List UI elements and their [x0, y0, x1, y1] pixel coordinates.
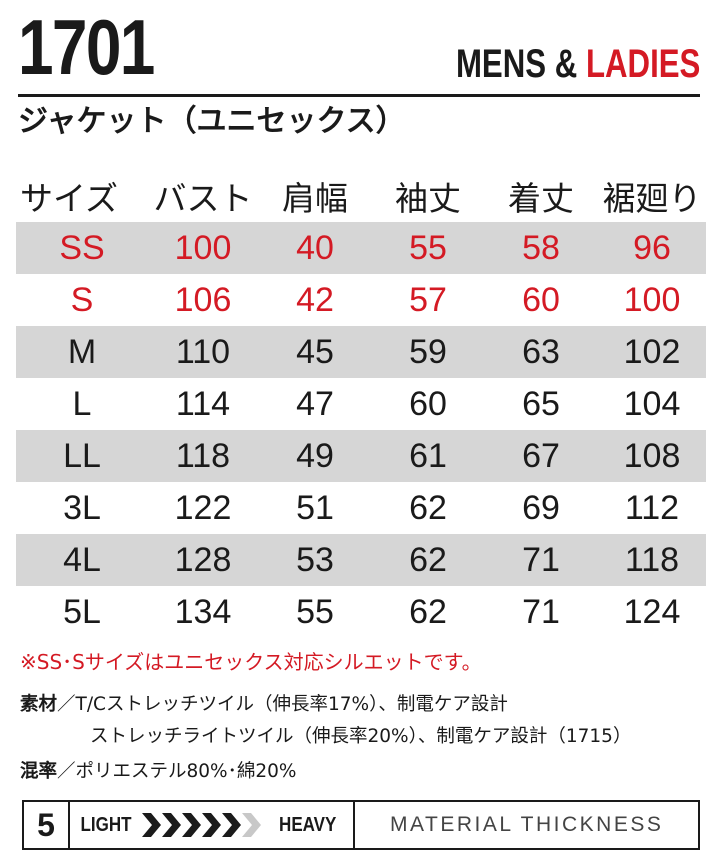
size-cell: SS [59, 228, 105, 267]
chevron-icon [202, 813, 221, 837]
measurement-cell: 106 [174, 280, 232, 319]
gender-label: MENS & LADIES [456, 44, 700, 84]
material-thickness-caption: MATERIAL THICKNESS [390, 813, 664, 836]
measurement-cell: 62 [409, 540, 447, 579]
table-row: S 106 42 57 60 100 [16, 274, 706, 326]
measurement-cell: 62 [409, 488, 447, 527]
measurement-cell: 61 [409, 436, 447, 475]
table-row: 4L 128 53 62 71 118 [16, 534, 706, 586]
gauge-divider [353, 802, 356, 848]
size-cell: 4L [63, 540, 101, 579]
measurement-cell: 45 [296, 332, 334, 371]
size-cell: 5L [63, 592, 101, 631]
chevron-icon [162, 813, 181, 837]
material-label: 素材 [20, 694, 58, 715]
gender-ladies: LADIES [585, 42, 700, 86]
measurement-cell: 53 [296, 540, 334, 579]
thickness-gauge: 5 LIGHT HEAVY MATERIAL THICKNESS [22, 800, 700, 850]
measurement-cell: 69 [522, 488, 560, 527]
table-row: 3L 122 51 62 69 112 [16, 482, 706, 534]
silhouette-note: ※SS･Sサイズはユニセックス対応シルエットです。 [20, 650, 482, 674]
column-header: 肩幅 [282, 179, 348, 218]
measurement-cell: 71 [522, 540, 560, 579]
measurement-cell: 59 [409, 332, 447, 371]
table-row: M 110 45 59 63 102 [16, 326, 706, 378]
column-header: 着丈 [508, 179, 574, 218]
measurement-cell: 100 [174, 228, 232, 267]
chevron-icon [142, 813, 161, 837]
thickness-chevrons [142, 813, 261, 837]
measurement-cell: 102 [623, 332, 681, 371]
size-cell: LL [63, 436, 101, 475]
measurement-cell: 65 [522, 384, 560, 423]
measurement-cell: 124 [623, 592, 681, 631]
measurement-cell: 51 [296, 488, 334, 527]
measurement-cell: 100 [623, 280, 681, 319]
measurement-cell: 110 [175, 332, 231, 371]
size-cell: L [72, 384, 92, 423]
measurement-cell: 96 [633, 228, 671, 267]
material-line-1: ／T/Cストレッチツイル（伸長率17%）、制電ケア設計 [57, 694, 508, 715]
blend-spec: 混率／ポリエステル80%･綿20% [20, 757, 297, 783]
size-cell: 3L [63, 488, 101, 527]
table-row: 5L 134 55 62 71 124 [16, 586, 706, 638]
size-table-header: サイズ バスト 肩幅 袖丈 着丈 裾廻り [16, 170, 706, 222]
measurement-cell: 49 [296, 436, 334, 475]
measurement-cell: 63 [522, 332, 560, 371]
size-cell: S [70, 280, 94, 319]
measurement-cell: 62 [409, 592, 447, 631]
model-number: 1701 [18, 3, 155, 91]
product-name: ジャケット（ユニセックス） [18, 104, 406, 139]
blend-value: ／ポリエステル80%･綿20% [57, 761, 297, 782]
size-table-body: SS 100 40 55 58 96 S 106 42 57 60 100 M 110 45 59 63 102 L… [16, 222, 706, 638]
chevron-icon [242, 813, 261, 837]
chevron-icon [182, 813, 201, 837]
measurement-cell: 134 [174, 592, 232, 631]
measurement-cell: 128 [174, 540, 232, 579]
column-header: サイズ [20, 179, 119, 218]
gender-mens: MENS & [455, 42, 586, 86]
measurement-cell: 55 [409, 228, 447, 267]
size-cell: M [67, 332, 97, 371]
measurement-cell: 108 [623, 436, 681, 475]
measurement-cell: 42 [296, 280, 334, 319]
chevron-icon [222, 813, 241, 837]
measurement-cell: 60 [409, 384, 447, 423]
measurement-cell: 60 [522, 280, 560, 319]
material-spec: 素材／T/Cストレッチツイル（伸長率17%）、制電ケア設計 [20, 690, 508, 716]
heavy-label: HEAVY [279, 813, 337, 836]
size-table: サイズ バスト 肩幅 袖丈 着丈 裾廻り SS 100 40 55 58 96 S 106 42… [16, 170, 706, 638]
material-line-2: ストレッチライトツイル（伸長率20%）、制電ケア設計（1715） [90, 726, 632, 747]
measurement-cell: 40 [296, 228, 334, 267]
header-rule [18, 94, 700, 97]
measurement-cell: 112 [624, 488, 680, 527]
table-row: SS 100 40 55 58 96 [16, 222, 706, 274]
column-header: バスト [153, 179, 253, 218]
measurement-cell: 122 [174, 488, 232, 527]
measurement-cell: 58 [522, 228, 560, 267]
light-label: LIGHT [80, 813, 132, 836]
measurement-cell: 55 [296, 592, 334, 631]
table-row: LL 118 49 61 67 108 [16, 430, 706, 482]
measurement-cell: 67 [522, 436, 560, 475]
column-header: 裾廻り [602, 179, 702, 218]
measurement-cell: 114 [175, 384, 231, 423]
measurement-cell: 118 [175, 436, 231, 475]
blend-label: 混率 [20, 761, 58, 782]
measurement-cell: 57 [409, 280, 447, 319]
measurement-cell: 71 [522, 592, 560, 631]
thickness-level: 5 [24, 802, 70, 848]
measurement-cell: 104 [623, 384, 681, 423]
measurement-cell: 118 [624, 540, 680, 579]
column-header: 袖丈 [395, 179, 461, 218]
table-row: L 114 47 60 65 104 [16, 378, 706, 430]
measurement-cell: 47 [296, 384, 334, 423]
